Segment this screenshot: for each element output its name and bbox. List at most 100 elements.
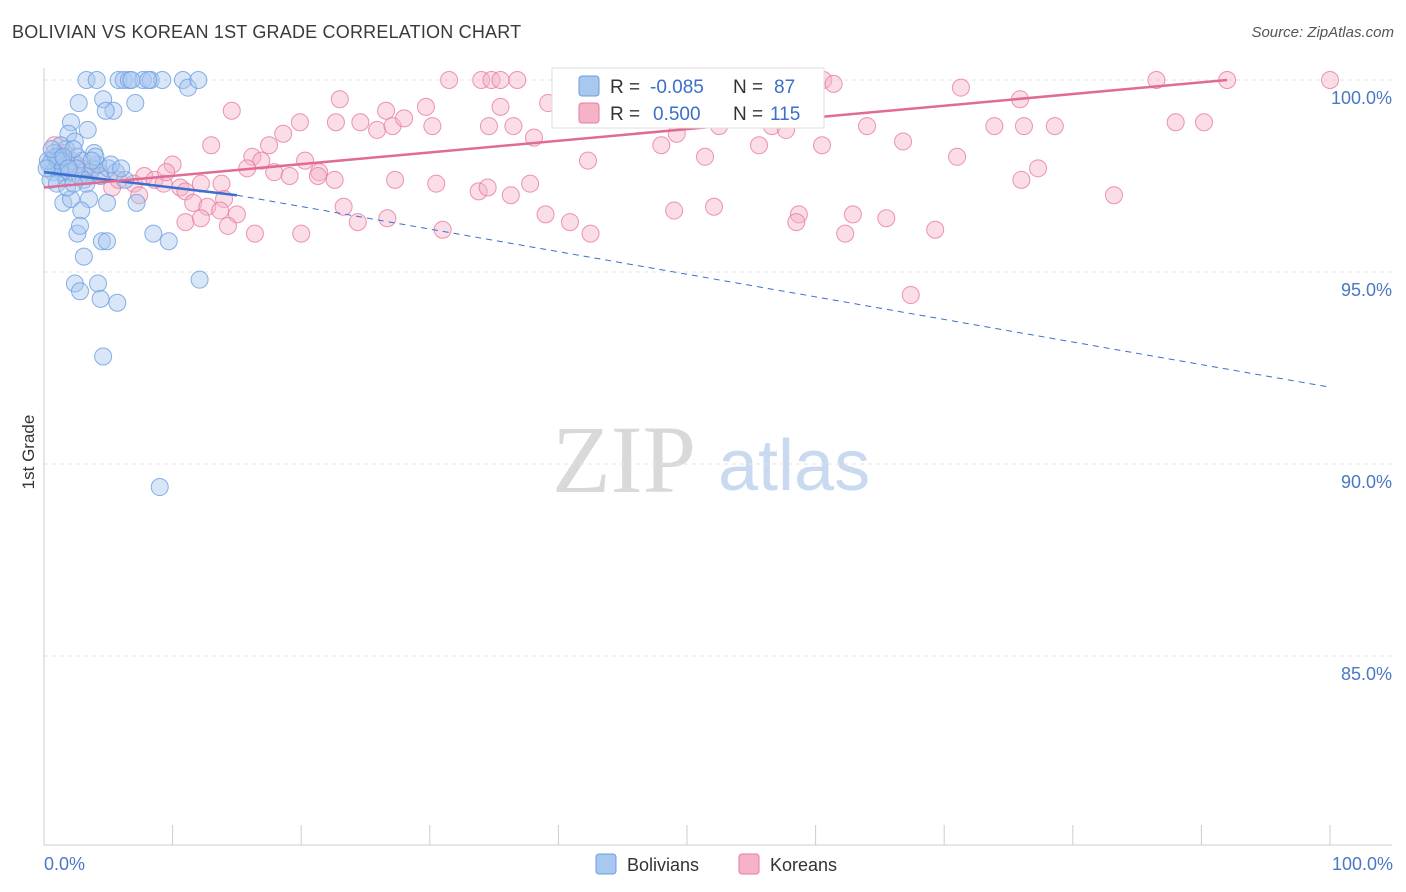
data-point-koreans — [334, 197, 353, 216]
data-point-koreans — [260, 136, 279, 155]
x-tick-label: 0.0% — [44, 854, 85, 874]
data-point-bolivians — [139, 71, 158, 89]
data-point-koreans — [504, 117, 523, 136]
data-point-koreans — [252, 151, 271, 170]
data-point-koreans — [427, 174, 446, 193]
data-point-koreans — [416, 97, 435, 116]
data-point-koreans — [469, 182, 488, 201]
data-point-koreans — [836, 224, 855, 243]
data-point-bolivians — [127, 193, 146, 212]
data-point-koreans — [491, 71, 510, 89]
data-point-koreans — [1014, 117, 1033, 136]
data-point-koreans — [501, 186, 520, 205]
data-point-koreans — [926, 220, 945, 239]
data-point-koreans — [560, 213, 579, 232]
data-point-koreans — [377, 101, 396, 120]
data-point-koreans — [1012, 170, 1031, 189]
data-point-bolivians — [54, 147, 73, 166]
data-point-bolivians — [96, 101, 115, 120]
trend-line-bolivians — [43, 170, 238, 197]
data-point-koreans — [378, 209, 397, 228]
data-point-koreans — [423, 117, 442, 136]
data-point-koreans — [1147, 71, 1166, 89]
data-point-koreans — [440, 71, 459, 89]
data-point-koreans — [901, 286, 920, 305]
data-point-bolivians — [179, 78, 198, 97]
data-point-bolivians — [189, 71, 208, 89]
legend-n-value-1: 87 — [774, 77, 795, 98]
data-point-bolivians — [94, 347, 113, 366]
watermark-atlas: atlas — [718, 426, 870, 506]
y-tick-label: 90.0% — [1341, 472, 1392, 492]
data-point-bolivians — [74, 247, 93, 266]
data-point-bolivians — [190, 270, 209, 289]
legend-r-value-1: -0.085 — [650, 77, 704, 98]
data-point-koreans — [211, 201, 230, 220]
legend-bottom-label-koreans: Koreans — [770, 855, 837, 875]
data-point-koreans — [176, 213, 195, 232]
data-point-bolivians — [62, 113, 81, 132]
y-tick-label: 100.0% — [1331, 88, 1392, 108]
series-bolivians — [37, 71, 209, 497]
legend-n-label-2: N = — [733, 104, 763, 125]
data-point-koreans — [508, 71, 527, 89]
data-point-bolivians — [159, 232, 178, 251]
data-point-bolivians — [59, 159, 78, 178]
data-point-koreans — [386, 170, 405, 189]
data-point-koreans — [472, 71, 491, 89]
x-tick-label: 100.0% — [1332, 854, 1393, 874]
legend-swatch-bolivians — [578, 75, 600, 97]
trend-extension-bolivians — [236, 194, 1331, 388]
data-point-koreans — [395, 109, 414, 128]
data-point-koreans — [330, 90, 349, 109]
data-point-koreans — [951, 78, 970, 97]
legend-n-label-1: N = — [733, 77, 763, 98]
legend-r-value-2: 0.500 — [653, 104, 701, 125]
data-point-koreans — [433, 220, 452, 239]
data-point-koreans — [1194, 113, 1213, 132]
data-point-bolivians — [71, 216, 90, 235]
data-point-koreans — [296, 151, 315, 170]
data-point-bolivians — [91, 289, 110, 308]
data-point-koreans — [877, 209, 896, 228]
data-point-koreans — [184, 193, 203, 212]
data-point-bolivians — [112, 159, 131, 178]
y-axis-title: 1st Grade — [19, 415, 38, 490]
legend-r-label-1: R = — [610, 77, 640, 98]
data-point-koreans — [665, 201, 684, 220]
data-point-bolivians — [38, 151, 57, 170]
stats-legend: R = -0.085 N = 87 R = 0.500 N = 115 — [551, 67, 825, 129]
data-point-koreans — [280, 167, 299, 185]
data-point-koreans — [292, 224, 311, 243]
data-point-koreans — [1166, 113, 1185, 132]
data-point-koreans — [482, 71, 501, 89]
y-tick-label: 95.0% — [1341, 280, 1392, 300]
data-point-koreans — [368, 120, 387, 139]
legend-bottom-swatch-koreans — [738, 853, 760, 875]
data-point-koreans — [750, 136, 769, 155]
chart-title: BOLIVIAN VS KOREAN 1ST GRADE CORRELATION… — [12, 22, 522, 42]
tick-labels: 100.0% 95.0% 90.0% 85.0% 0.0% 100.0% — [44, 88, 1393, 874]
data-point-koreans — [705, 197, 724, 216]
legend-bottom-label-bolivians: Bolivians — [627, 855, 699, 875]
data-point-koreans — [491, 97, 510, 116]
data-point-koreans — [787, 213, 806, 232]
data-point-bolivians — [64, 140, 83, 159]
data-point-bolivians — [77, 71, 96, 89]
data-point-koreans — [858, 117, 877, 136]
data-point-bolivians — [153, 71, 172, 89]
data-point-koreans — [308, 167, 327, 185]
axes — [43, 68, 1392, 846]
source-label: Source: ZipAtlas.com — [1251, 24, 1394, 41]
data-point-bolivians — [78, 120, 97, 139]
data-point-bolivians — [65, 132, 84, 151]
data-point-koreans — [813, 136, 832, 155]
data-point-koreans — [894, 132, 913, 151]
data-point-bolivians — [69, 94, 88, 113]
data-point-bolivians — [72, 201, 91, 220]
data-point-koreans — [478, 178, 497, 197]
data-point-bolivians — [82, 151, 101, 170]
data-point-bolivians — [144, 224, 163, 243]
data-point-koreans — [1321, 71, 1339, 89]
